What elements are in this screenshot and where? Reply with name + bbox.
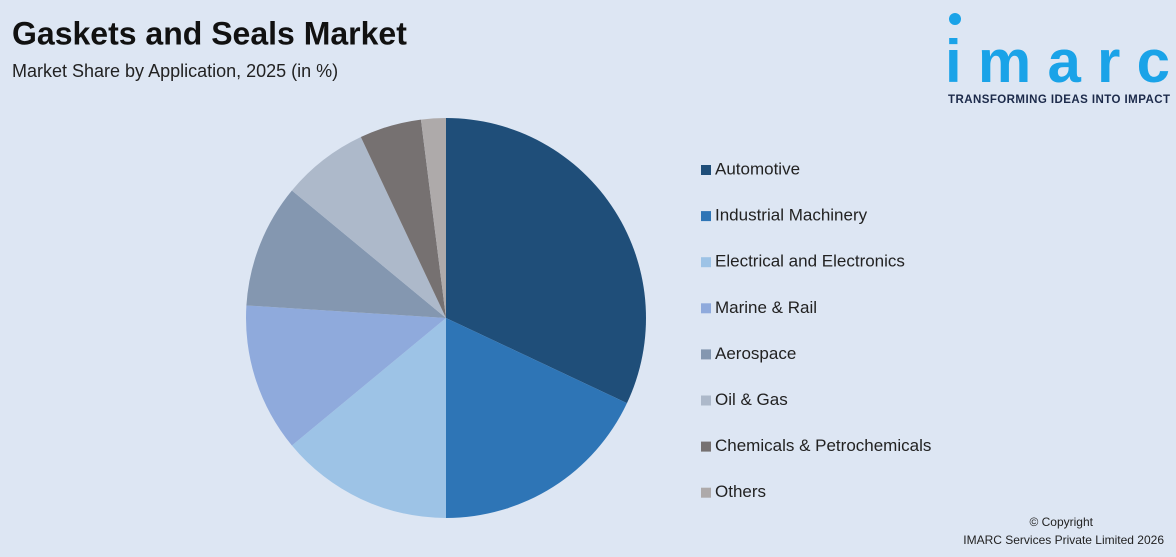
pie-slice <box>291 318 446 518</box>
pie-slice <box>446 118 646 404</box>
legend-swatch <box>701 395 711 406</box>
pie-slice <box>420 118 446 318</box>
legend-swatch <box>701 165 711 175</box>
pie-slice <box>246 190 446 318</box>
legend-label: Oil & Gas <box>715 390 788 409</box>
logo-dot <box>949 13 961 25</box>
legend-label: Aerospace <box>715 344 796 363</box>
legend-label: Electrical and Electronics <box>715 252 905 271</box>
legend-label: Marine & Rail <box>715 298 817 317</box>
chart-subtitle: Market Share by Application, 2025 (in %) <box>12 61 338 81</box>
legend-label: Chemicals & Petrochemicals <box>715 436 931 455</box>
legend-swatch <box>701 257 711 268</box>
company: IMARC Services Private Limited 2026 <box>963 533 1164 547</box>
pie-slice <box>446 318 627 518</box>
copyright: © Copyright <box>1029 515 1093 529</box>
logo: imarc <box>945 28 1170 95</box>
pie-slice <box>360 119 446 318</box>
legend-swatch <box>701 349 711 360</box>
pie-slice <box>291 137 446 318</box>
legend-label: Industrial Machinery <box>715 206 868 225</box>
legend-label: Automotive <box>715 159 800 178</box>
chart-title: Gaskets and Seals Market <box>12 15 407 51</box>
pie-slice <box>245 305 446 446</box>
legend-swatch <box>701 441 711 452</box>
logo-tagline: TRANSFORMING IDEAS INTO IMPACT <box>948 94 1170 106</box>
legend-swatch <box>701 303 711 314</box>
legend-swatch <box>701 211 711 222</box>
legend-swatch <box>701 487 711 498</box>
legend-label: Others <box>715 482 766 501</box>
